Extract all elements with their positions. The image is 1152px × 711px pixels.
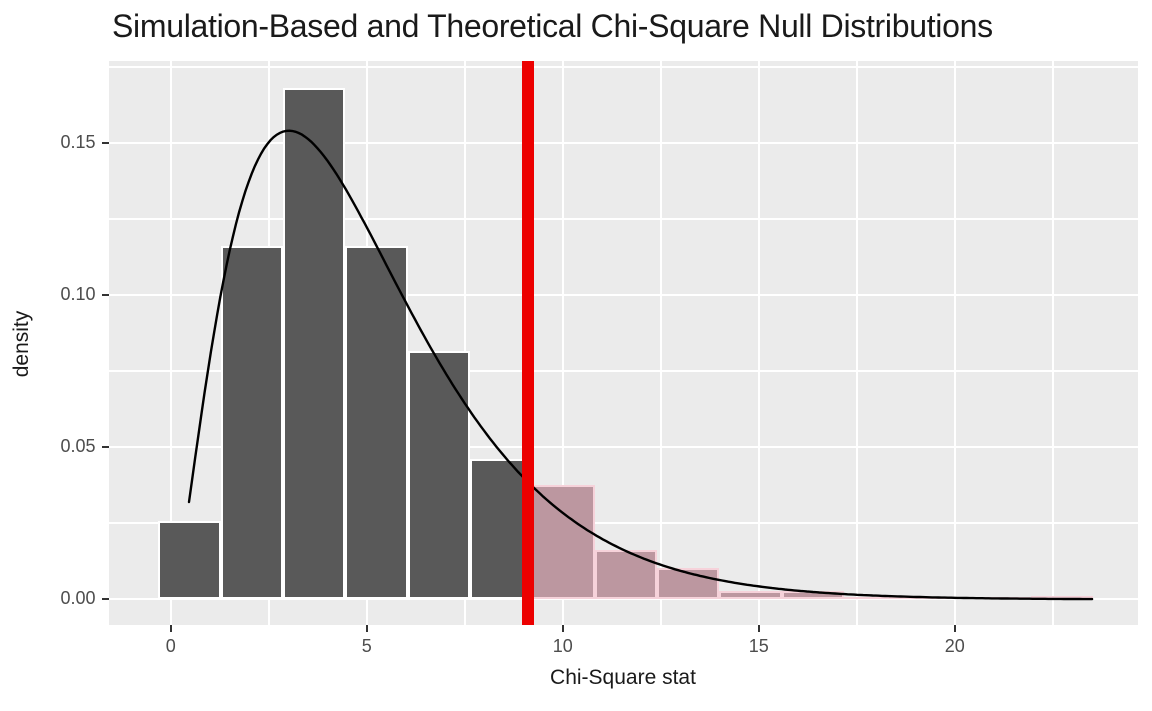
x-tick-mark [365, 624, 368, 632]
gridline-y-major [108, 597, 1138, 601]
gridline-y-major [108, 141, 1138, 145]
gridline-x-major [757, 60, 761, 625]
x-tick-mark [561, 624, 564, 632]
x-tick-label: 5 [361, 635, 372, 656]
gridline-x-minor [660, 60, 662, 625]
gridline-x-major [953, 60, 957, 625]
x-tick-label: 20 [944, 635, 965, 656]
histogram-bar-shaded [719, 591, 782, 599]
histogram-bar-zero [843, 597, 907, 600]
histogram-bar [407, 351, 470, 599]
chart-title: Simulation-Based and Theoretical Chi-Squ… [112, 8, 993, 44]
y-tick-mark [101, 597, 109, 601]
gridline-x-minor [1052, 60, 1054, 625]
density-curve-path [187, 128, 1093, 600]
histogram-bar [345, 246, 408, 599]
y-tick-label: 0.15 [60, 131, 96, 152]
gridline-y-minor [108, 218, 1138, 220]
gridline-x-minor [856, 60, 858, 625]
observed-stat-line [521, 60, 534, 625]
gridline-y-minor [108, 370, 1138, 372]
gridline-y-major [108, 445, 1138, 449]
gridline-x-major [169, 60, 173, 625]
x-tick-label: 0 [165, 635, 176, 656]
x-tick-mark [757, 624, 760, 632]
x-tick-label: 10 [552, 635, 573, 656]
x-tick-mark [953, 624, 956, 632]
gridline-y-minor [108, 522, 1138, 524]
histogram-bar [220, 246, 283, 599]
y-tick-mark [101, 141, 109, 144]
theoretical-density-curve [187, 128, 1093, 600]
histogram-bar [158, 521, 221, 599]
y-tick-mark [101, 293, 109, 296]
gridline-x-major [561, 60, 565, 625]
gridline-x-minor [464, 60, 466, 625]
x-axis-title: Chi-Square stat [550, 666, 696, 689]
y-axis-title: density [10, 310, 33, 378]
y-tick-label: 0.05 [60, 435, 96, 456]
histogram-bar-shaded [532, 484, 595, 599]
x-tick-label: 15 [748, 635, 769, 656]
y-tick-label: 0.00 [60, 587, 96, 608]
y-tick-mark [101, 445, 109, 449]
gridline-y-minor [108, 66, 1138, 68]
plot-panel [108, 60, 1138, 625]
histogram-bar-zero [906, 597, 969, 600]
histogram-bar-shaded [656, 567, 720, 599]
gridline-y-major [108, 293, 1138, 297]
y-tick-label: 0.10 [60, 283, 96, 304]
x-tick-mark [169, 624, 172, 632]
